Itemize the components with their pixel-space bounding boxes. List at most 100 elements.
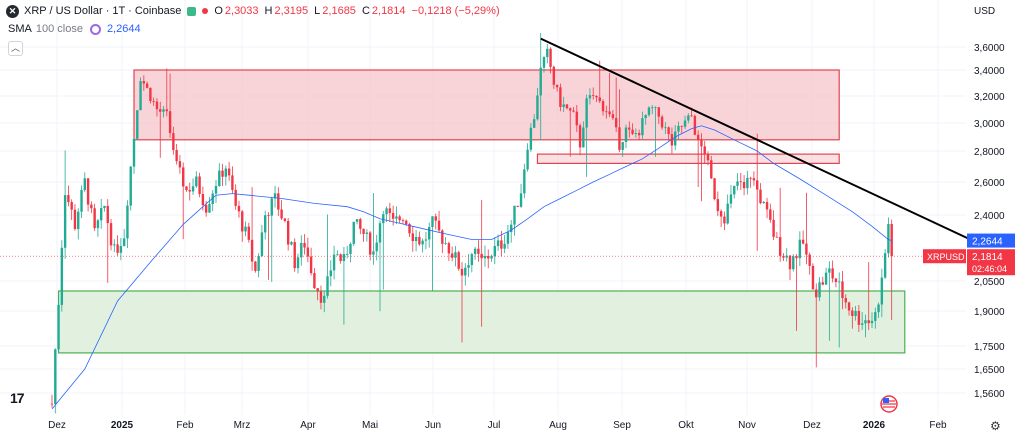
candle [375,234,378,261]
candle [182,162,185,240]
candle [674,125,677,150]
market-status-icon[interactable] [187,6,197,16]
candle [106,199,109,283]
candle [575,104,578,132]
candle [221,163,224,186]
collapse-legend-button[interactable]: ︿ [8,41,23,56]
candle [96,218,100,237]
candle [86,177,90,212]
indicator-params: 100 close [35,23,83,35]
candle [742,175,746,196]
candle [136,110,139,140]
close-label: C [361,5,370,17]
indicator-legend[interactable]: SMA 100 close 2,2644 [8,23,141,35]
y-tick-label: 3,2000 [974,92,1005,103]
candle [788,254,792,281]
candle [529,123,533,152]
candle [713,177,716,201]
candle [244,221,247,237]
candle [109,219,113,251]
candle [159,101,162,158]
candle [798,231,802,267]
open-label: O [214,5,223,17]
candle [286,218,290,251]
candle [211,190,214,212]
candle [870,312,874,329]
candle [293,238,296,272]
candle [831,260,834,283]
candle [326,214,329,299]
candle [434,213,437,230]
candle [555,84,559,92]
candle [198,172,201,198]
candle [70,199,73,221]
candle [611,109,615,121]
y-tick-label: 1,5600 [974,389,1005,400]
candle [706,151,710,166]
candle [398,214,401,224]
candle [631,123,634,136]
candle [191,178,195,195]
xrp-logo-icon: ✕ [6,4,19,18]
symbol-title[interactable]: XRP / US Dollar · 1T · Coinbase [24,5,182,17]
candle [77,208,80,240]
close-value: 2,1814 [371,5,406,17]
candle [424,232,428,250]
candle [654,106,657,157]
candle [116,235,119,256]
y-tick-label: 1,7500 [974,342,1005,353]
candle [329,260,332,287]
symbol-price-tag [923,249,966,264]
candle [257,253,260,278]
candle [378,220,382,312]
candle [824,267,828,285]
candle [437,210,441,233]
candle [178,155,182,174]
candle [224,165,228,186]
last-price-text: 2,1814 [972,252,1003,263]
symbol-header: ✕ XRP / US Dollar · 1T · Coinbase O 2,303… [6,3,506,19]
candle [418,231,421,246]
tradingview-logo[interactable]: 17 [10,390,25,406]
candle [549,47,552,74]
sma-price-text: 2,2644 [972,237,1003,248]
candle [267,212,270,280]
currency-selector[interactable]: USD [974,6,996,17]
candle [860,312,864,330]
candle [283,218,287,223]
candle [614,77,618,133]
candle [592,87,595,100]
candle [254,260,257,273]
price-zones [57,69,906,354]
candle [749,176,752,188]
candle [480,200,483,327]
candle [569,107,572,157]
candle [703,140,706,164]
candle [323,290,326,313]
candle [145,81,149,89]
candle [880,268,884,318]
candle [805,192,808,265]
resistance-zone-upper [133,69,840,141]
candle [250,187,254,271]
candle [339,253,342,264]
candle [883,249,887,279]
x-tick-label: 2025 [111,420,134,431]
candle [332,245,336,280]
candle [578,123,582,156]
candle [57,295,60,351]
candle [696,130,700,187]
candle [450,246,454,262]
open-value: 2,3033 [224,5,259,17]
candle [726,194,729,225]
candle [316,288,319,301]
candle [195,171,198,188]
candle [775,232,779,238]
candle [792,254,795,272]
candle [342,246,346,325]
candle [60,240,64,312]
gear-icon[interactable]: ⚙ [990,419,1001,433]
candle [782,253,785,262]
